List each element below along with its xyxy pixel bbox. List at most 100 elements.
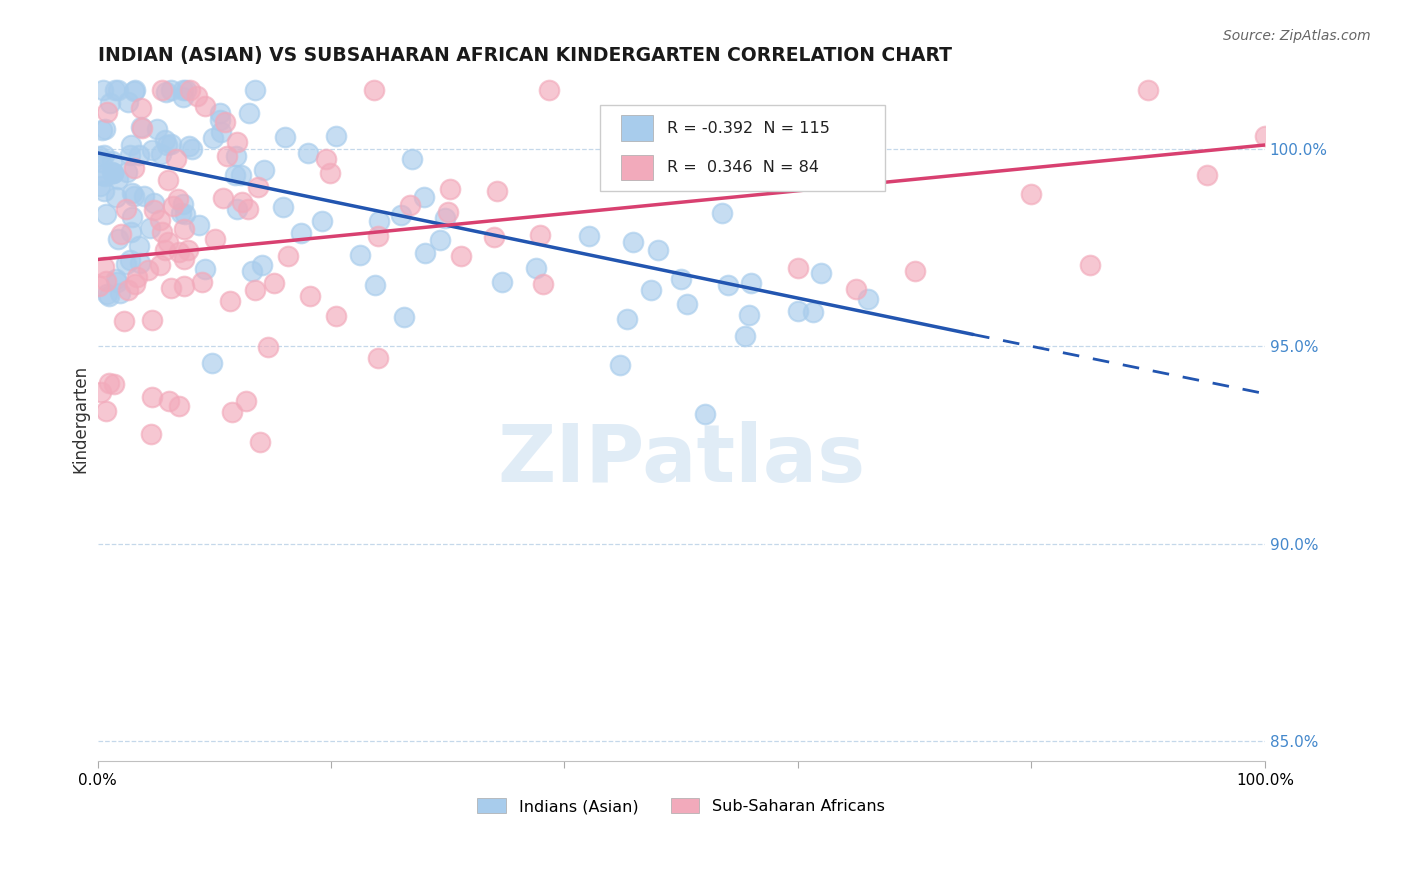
Point	[94, 169, 117, 183]
Point	[364, 278, 387, 293]
Point	[173, 279, 195, 293]
Point	[412, 190, 434, 204]
Point	[94, 121, 117, 136]
Point	[529, 227, 551, 242]
Text: R =  0.346  N = 84: R = 0.346 N = 84	[668, 160, 820, 175]
Legend: Indians (Asian), Sub-Saharan Africans: Indians (Asian), Sub-Saharan Africans	[478, 798, 884, 814]
Point	[609, 358, 631, 372]
Point	[160, 281, 183, 295]
Point	[167, 244, 190, 259]
Point	[226, 202, 249, 216]
Point	[129, 101, 152, 115]
Point	[1078, 258, 1101, 272]
Point	[219, 293, 242, 308]
Point	[170, 206, 193, 220]
Point	[801, 305, 824, 319]
Point	[121, 211, 143, 225]
Point	[693, 408, 716, 422]
Point	[578, 228, 600, 243]
Point	[225, 135, 247, 149]
Point	[172, 197, 194, 211]
Point	[139, 426, 162, 441]
Point	[172, 83, 194, 97]
Point	[201, 356, 224, 370]
Point	[118, 252, 141, 267]
Point	[491, 275, 513, 289]
Point	[105, 275, 128, 289]
Point	[128, 148, 150, 162]
Point	[156, 172, 179, 186]
Point	[94, 274, 117, 288]
Point	[100, 153, 122, 168]
Point	[389, 208, 412, 222]
Point	[122, 161, 145, 175]
Point	[174, 83, 197, 97]
Point	[87, 149, 110, 163]
Point	[132, 189, 155, 203]
Point	[89, 179, 111, 194]
Text: INDIAN (ASIAN) VS SUBSAHARAN AFRICAN KINDERGARTEN CORRELATION CHART: INDIAN (ASIAN) VS SUBSAHARAN AFRICAN KIN…	[97, 46, 952, 65]
Point	[531, 277, 554, 292]
Point	[96, 104, 118, 119]
Point	[107, 232, 129, 246]
Point	[263, 276, 285, 290]
Point	[90, 123, 112, 137]
Point	[245, 83, 267, 97]
Point	[221, 405, 243, 419]
Point	[124, 277, 146, 292]
Point	[208, 106, 231, 120]
Point	[436, 204, 458, 219]
Point	[124, 83, 146, 97]
Point	[103, 166, 125, 180]
Point	[1195, 168, 1218, 182]
Point	[93, 148, 115, 162]
Point	[138, 263, 160, 277]
Point	[257, 340, 280, 354]
Y-axis label: Kindergarten: Kindergarten	[72, 365, 89, 474]
Point	[439, 182, 461, 196]
Point	[298, 289, 321, 303]
Point	[179, 83, 201, 97]
Point	[177, 244, 200, 258]
Point	[787, 260, 810, 275]
Point	[671, 271, 693, 285]
Point	[240, 264, 263, 278]
Point	[121, 186, 143, 200]
Point	[110, 227, 132, 241]
Point	[120, 225, 142, 239]
Point	[141, 391, 163, 405]
Point	[160, 136, 183, 151]
Point	[167, 399, 190, 413]
Point	[117, 283, 139, 297]
Point	[392, 310, 415, 324]
Point	[112, 314, 135, 328]
Point	[152, 226, 174, 240]
Point	[114, 257, 136, 271]
Point	[1021, 186, 1043, 201]
Point	[450, 249, 472, 263]
Point	[711, 206, 734, 220]
Point	[93, 184, 115, 198]
Point	[93, 260, 115, 275]
Point	[128, 239, 150, 253]
Point	[231, 194, 253, 209]
Point	[91, 168, 114, 182]
Point	[96, 287, 118, 301]
Point	[146, 121, 169, 136]
Point	[91, 83, 114, 97]
Point	[153, 243, 176, 257]
Point	[177, 139, 200, 153]
Point	[236, 202, 259, 217]
Point	[482, 230, 505, 244]
Text: R = -0.392  N = 115: R = -0.392 N = 115	[668, 120, 830, 136]
Point	[235, 394, 257, 409]
Point	[127, 269, 149, 284]
Text: ZIPatlas: ZIPatlas	[498, 421, 865, 500]
Point	[271, 200, 294, 214]
Point	[103, 376, 125, 391]
Point	[156, 137, 179, 152]
Point	[231, 168, 253, 182]
Point	[810, 267, 832, 281]
Point	[675, 297, 697, 311]
Point	[290, 226, 312, 240]
